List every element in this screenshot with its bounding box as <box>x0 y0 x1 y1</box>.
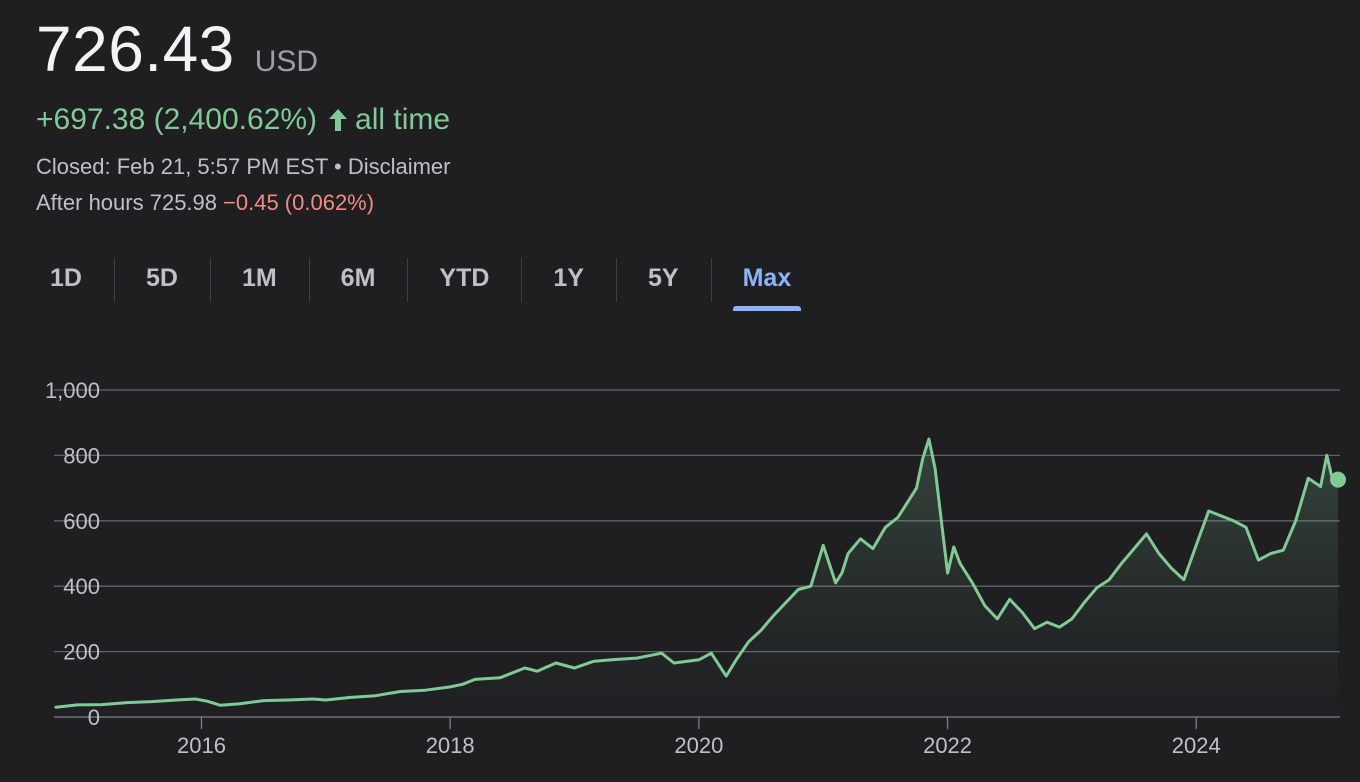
price-change: +697.38 (2,400.62%) <box>36 103 318 136</box>
tab-ytd[interactable]: YTD <box>407 253 521 303</box>
x-tick-label: 2016 <box>177 733 226 758</box>
tab-1d[interactable]: 1D <box>18 253 114 303</box>
tab-label: 6M <box>340 264 376 292</box>
current-price: 726.43 <box>36 13 235 85</box>
tab-5y[interactable]: 5Y <box>616 253 711 303</box>
after-hours-label: After hours 725.98 <box>36 190 218 215</box>
change-period: all time <box>355 103 451 136</box>
x-tick-label: 2022 <box>923 733 972 758</box>
closed-time: Closed: Feb 21, 5:57 PM EST <box>36 154 328 179</box>
tab-1y[interactable]: 1Y <box>521 253 616 303</box>
x-tick-label: 2024 <box>1172 733 1221 758</box>
quote-header: 726.43 USD +697.38 (2,400.62%) all time … <box>36 12 1336 220</box>
change-row: +697.38 (2,400.62%) all time <box>36 100 1336 140</box>
tab-label: 1Y <box>553 264 584 292</box>
last-price-marker <box>1330 471 1346 488</box>
disclaimer-link[interactable]: Disclaimer <box>347 154 451 179</box>
market-status-row: Closed: Feb 21, 5:57 PM EST • Disclaimer <box>36 154 1336 184</box>
price-line <box>54 437 1340 709</box>
active-tab-indicator <box>732 306 802 311</box>
tab-5d[interactable]: 5D <box>113 253 210 303</box>
currency-label: USD <box>254 45 319 78</box>
range-tabs: 1D 5D 1M 6M YTD 1Y 5Y Max <box>18 248 824 311</box>
y-tick-label: 800 <box>63 443 100 468</box>
x-axis: 2016 2018 2020 2022 2024 <box>177 717 1221 758</box>
price-row: 726.43 USD <box>36 12 1336 92</box>
arrow-up-icon <box>327 107 349 133</box>
y-tick-label: 600 <box>63 509 100 534</box>
y-tick-label: 200 <box>63 640 100 665</box>
tab-label: 5D <box>145 264 178 292</box>
price-area <box>56 439 1338 717</box>
x-tick-label: 2018 <box>426 733 475 758</box>
tab-6m[interactable]: 6M <box>308 253 408 303</box>
tab-1m[interactable]: 1M <box>209 253 309 303</box>
after-hours-row: After hours 725.98 −0.45 (0.062%) <box>36 190 1336 220</box>
x-tick-label: 2020 <box>674 733 723 758</box>
tab-label: 5Y <box>648 264 679 292</box>
y-tick-label: 1,000 <box>45 378 100 403</box>
tab-label: 1M <box>241 264 277 292</box>
tab-label: Max <box>742 264 792 292</box>
after-hours-change: −0.45 (0.062%) <box>223 190 375 215</box>
tab-label: 1D <box>50 264 82 292</box>
separator: • <box>333 154 342 179</box>
y-tick-label: 400 <box>63 574 100 599</box>
tab-max[interactable]: Max <box>710 253 824 311</box>
tab-label: YTD <box>439 264 490 292</box>
